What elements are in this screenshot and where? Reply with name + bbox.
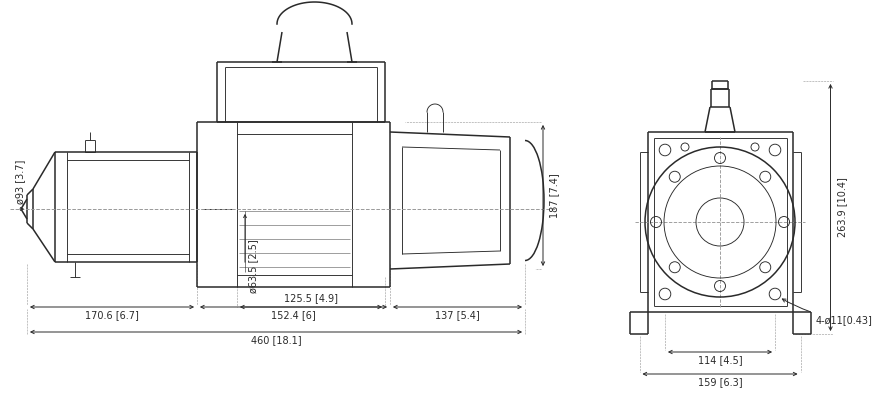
Text: 159 [6.3]: 159 [6.3]	[698, 377, 742, 387]
Text: 114 [4.5]: 114 [4.5]	[698, 355, 742, 365]
Text: 460 [18.1]: 460 [18.1]	[251, 335, 301, 345]
Text: 170.6 [6.7]: 170.6 [6.7]	[85, 310, 139, 320]
Text: 4-ø11[0.43]: 4-ø11[0.43]	[782, 299, 872, 325]
Text: ø93 [3.7]: ø93 [3.7]	[15, 160, 25, 204]
Text: 137 [5.4]: 137 [5.4]	[435, 310, 480, 320]
Text: 125.5 [4.9]: 125.5 [4.9]	[284, 293, 338, 303]
Text: 187 [7.4]: 187 [7.4]	[549, 173, 559, 218]
Text: ø63.5 [2.5]: ø63.5 [2.5]	[248, 239, 258, 293]
Text: 263.9 [10.4]: 263.9 [10.4]	[837, 178, 847, 237]
Text: 152.4 [6]: 152.4 [6]	[271, 310, 316, 320]
